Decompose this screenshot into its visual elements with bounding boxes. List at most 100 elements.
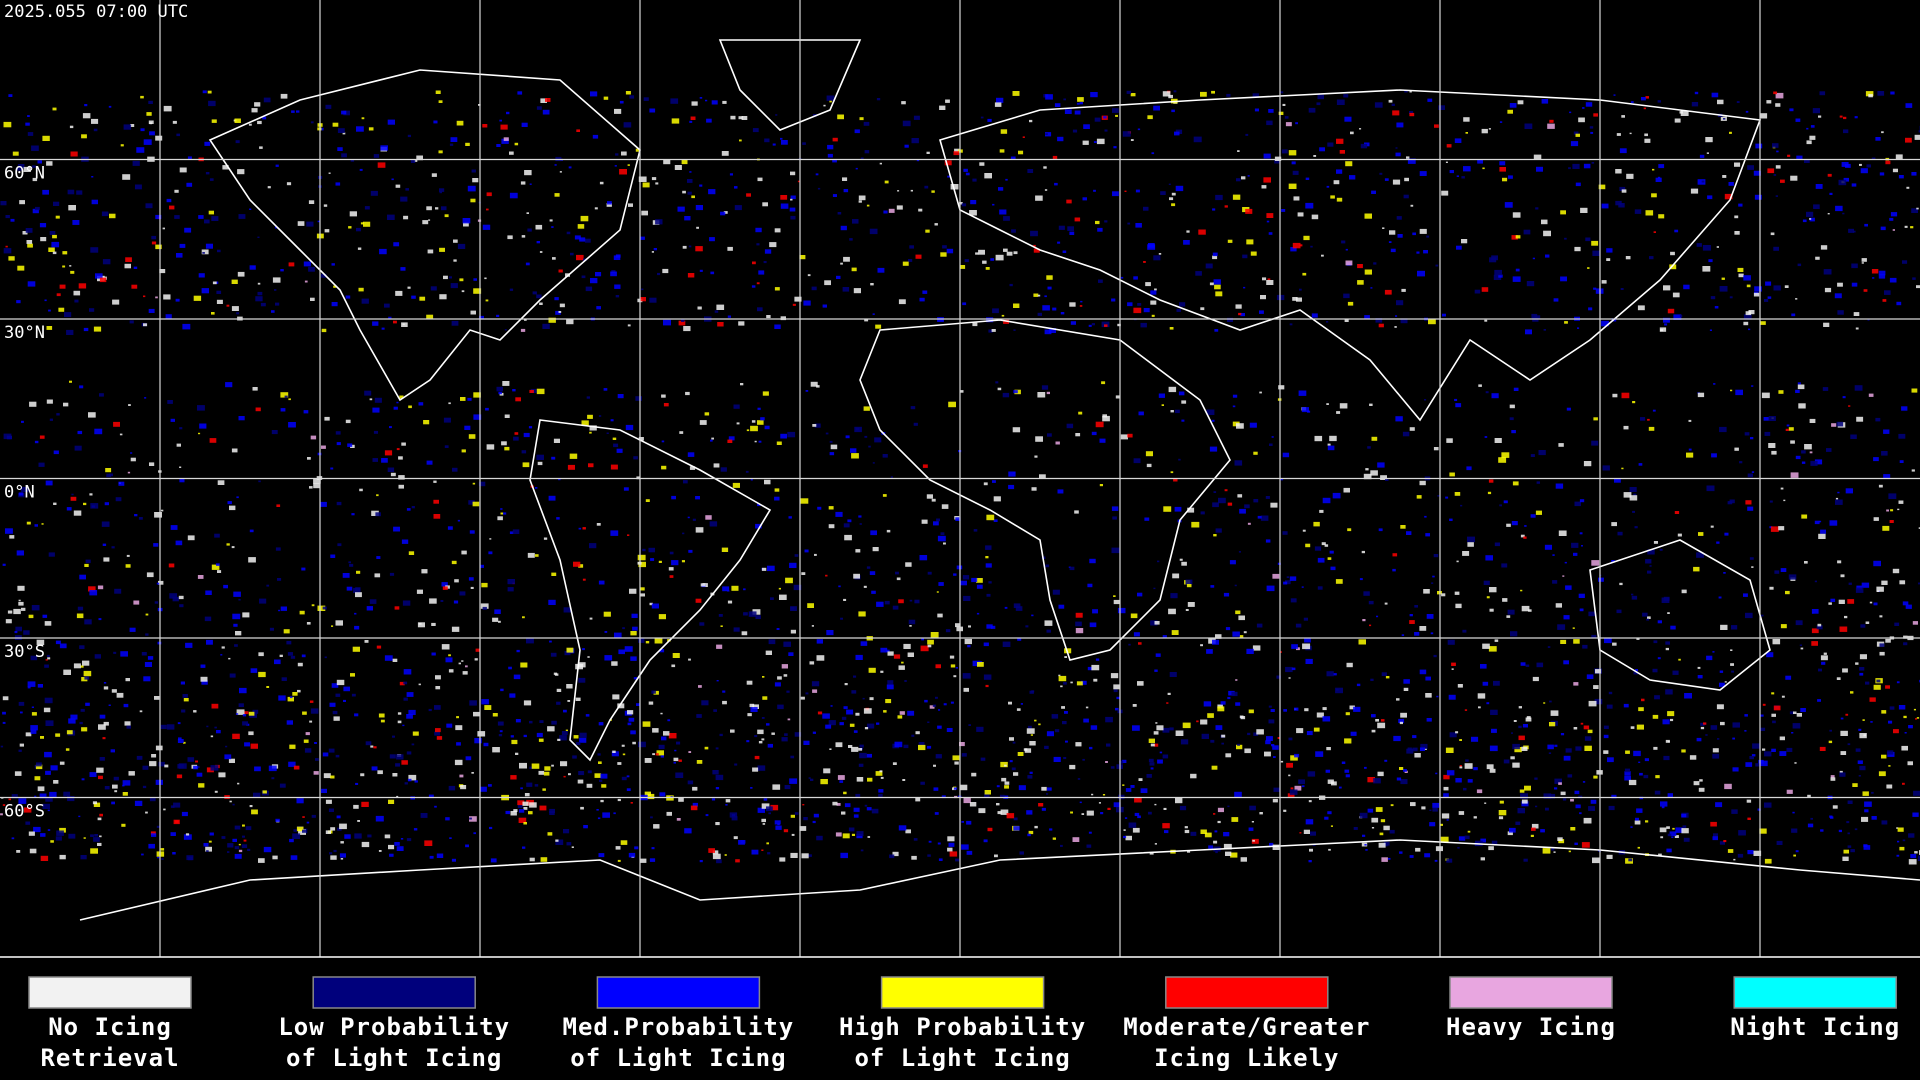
icing-speckle (1226, 93, 1231, 97)
icing-speckle (40, 855, 49, 861)
icing-speckle (820, 779, 828, 785)
icing-speckle (1855, 662, 1859, 665)
icing-speckle (683, 326, 691, 332)
icing-speckle (254, 102, 261, 107)
icing-speckle (302, 829, 307, 833)
icing-speckle (884, 180, 889, 184)
icing-speckle (1488, 846, 1494, 851)
icing-speckle (780, 433, 787, 439)
icing-speckle (859, 752, 867, 759)
icing-speckle (670, 796, 673, 798)
icing-speckle (392, 658, 398, 662)
icing-speckle (97, 585, 104, 590)
icing-speckle (98, 618, 102, 621)
icing-speckle (1863, 845, 1871, 850)
icing-speckle (1514, 747, 1522, 753)
icing-speckle (271, 430, 278, 435)
icing-speckle (72, 220, 80, 225)
icing-speckle (1291, 644, 1298, 649)
icing-speckle (1591, 240, 1599, 246)
icing-speckle (203, 843, 209, 847)
icing-speckle (1843, 129, 1849, 134)
icing-speckle (859, 523, 862, 525)
icing-speckle (45, 770, 51, 775)
icing-speckle (1652, 668, 1658, 673)
icing-speckle (1748, 328, 1751, 331)
icing-speckle (1619, 148, 1627, 154)
icing-speckle (473, 278, 477, 281)
icing-speckle (551, 572, 557, 576)
icing-speckle (1547, 646, 1551, 648)
icing-speckle (1293, 196, 1300, 201)
icing-speckle (1400, 779, 1408, 785)
icing-speckle (1267, 278, 1271, 281)
icing-speckle (1574, 246, 1581, 252)
icing-speckle (814, 423, 821, 428)
icing-speckle (1123, 829, 1126, 831)
icing-speckle (19, 743, 24, 747)
icing-speckle (986, 624, 993, 629)
icing-speckle (34, 795, 37, 798)
icing-speckle (843, 706, 848, 710)
icing-speckle (689, 466, 696, 470)
icing-speckle (614, 632, 622, 638)
icing-speckle (685, 391, 690, 396)
icing-speckle (627, 722, 632, 726)
icing-speckle (1138, 411, 1144, 416)
icing-speckle (721, 547, 729, 552)
icing-speckle (1780, 568, 1787, 572)
icing-speckle (1623, 425, 1629, 430)
icing-speckle (106, 473, 112, 478)
icing-speckle (1415, 847, 1421, 852)
icing-speckle (1869, 601, 1873, 604)
icing-speckle (1045, 132, 1052, 137)
icing-speckle (62, 251, 68, 255)
icing-speckle (232, 733, 240, 739)
icing-speckle (1004, 764, 1007, 767)
icing-speckle (406, 751, 412, 755)
icing-speckle (627, 324, 631, 327)
icing-speckle (1162, 91, 1171, 97)
icing-speckle (1882, 299, 1887, 302)
icing-speckle (1066, 199, 1072, 204)
icing-speckle (1511, 521, 1518, 526)
icing-speckle (841, 716, 847, 720)
icing-speckle (260, 302, 266, 307)
icing-speckle (214, 726, 217, 729)
icing-speckle (89, 772, 97, 777)
icing-speckle (1724, 783, 1732, 790)
icing-speckle (649, 108, 656, 113)
icing-speckle (1751, 566, 1754, 568)
icing-speckle (603, 611, 611, 617)
icing-speckle (63, 669, 71, 675)
icing-speckle (1820, 829, 1824, 832)
icing-speckle (1058, 225, 1065, 230)
icing-speckle (1723, 840, 1727, 843)
icing-speckle (1308, 107, 1316, 113)
icing-speckle (1029, 741, 1036, 746)
icing-speckle (1381, 672, 1387, 676)
icing-speckle (600, 799, 604, 803)
icing-speckle (1775, 165, 1781, 169)
icing-speckle (229, 673, 236, 678)
icing-speckle (309, 486, 313, 489)
icing-speckle (1523, 858, 1528, 862)
icing-speckle (1291, 161, 1296, 165)
icing-speckle (92, 801, 97, 805)
icing-speckle (984, 793, 990, 798)
icing-speckle (1457, 684, 1463, 688)
icing-speckle (1773, 174, 1777, 176)
icing-speckle (633, 677, 638, 680)
icing-speckle (1033, 293, 1039, 297)
icing-speckle (1809, 135, 1816, 140)
icing-speckle (1839, 772, 1846, 777)
icing-speckle (623, 122, 632, 128)
icing-speckle (1112, 191, 1119, 197)
icing-speckle (500, 512, 504, 515)
icing-speckle (1295, 623, 1302, 628)
icing-speckle (524, 170, 532, 176)
icing-speckle (1200, 511, 1205, 515)
icing-speckle (1441, 813, 1450, 819)
icing-speckle (590, 278, 598, 284)
icing-speckle (1851, 282, 1858, 287)
